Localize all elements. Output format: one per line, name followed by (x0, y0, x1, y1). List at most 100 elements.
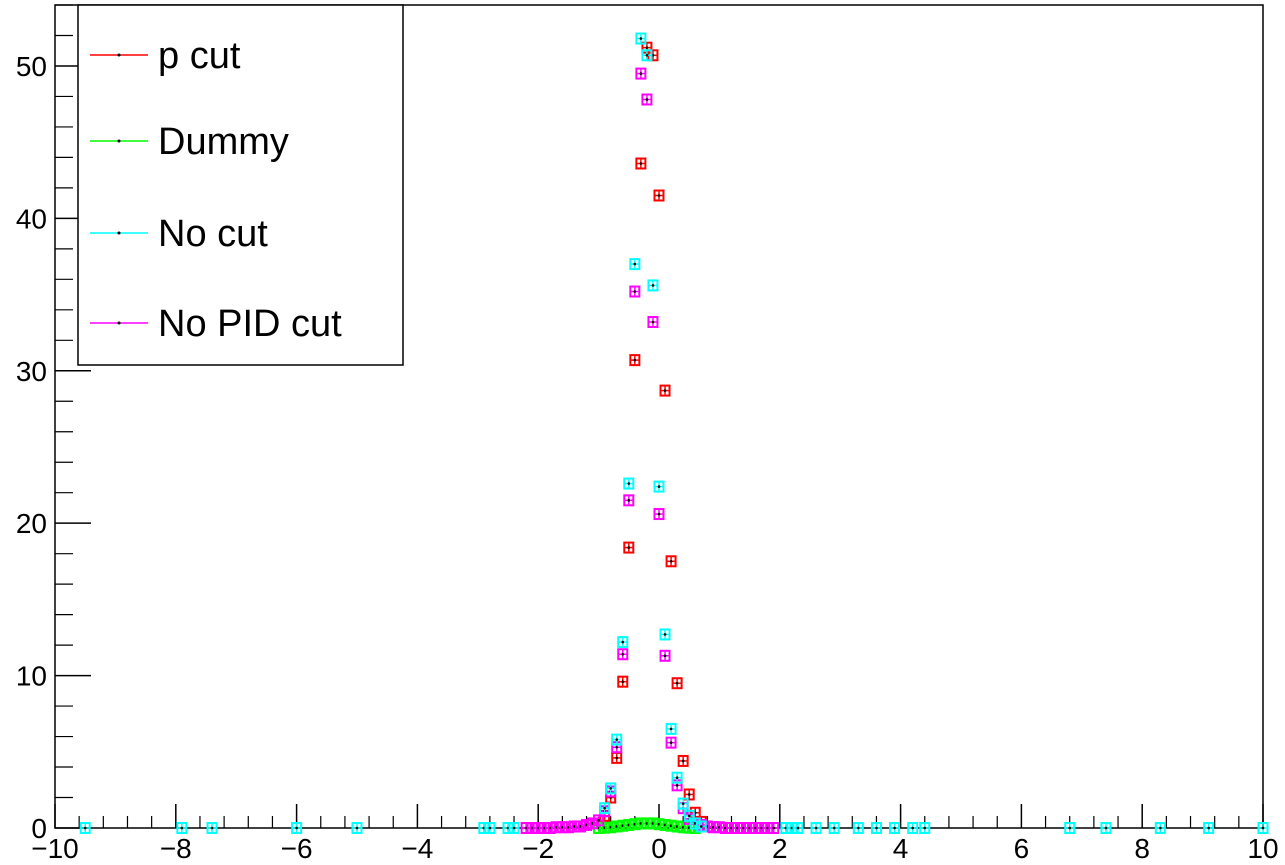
data-point (671, 820, 683, 833)
y-tick-label: 0 (31, 813, 47, 844)
data-point (635, 32, 647, 45)
data-point (647, 817, 659, 830)
marker-dot (663, 633, 667, 636)
marker-dot (355, 826, 359, 830)
legend-box (77, 4, 404, 366)
marker-dot (832, 826, 836, 830)
data-point (484, 822, 496, 834)
data-point (659, 628, 671, 641)
y-tick-label: 30 (16, 356, 47, 387)
marker-dot (657, 512, 661, 516)
marker-dot (627, 499, 631, 502)
marker-dot (663, 389, 667, 392)
data-point (647, 316, 659, 329)
marker-dot (893, 826, 896, 830)
data-point (611, 733, 623, 746)
data-point (605, 782, 617, 795)
data-point (671, 677, 683, 690)
data-point (768, 822, 780, 834)
legend-marker (117, 53, 121, 57)
data-point (611, 751, 623, 764)
marker-dot (923, 826, 927, 830)
data-point (665, 555, 677, 568)
marker-dot (633, 262, 637, 266)
data-point (1203, 822, 1215, 834)
data-point (889, 822, 901, 834)
data-point (1257, 822, 1269, 834)
marker-dot (875, 826, 878, 830)
marker-dot (675, 784, 679, 787)
marker-dot (615, 745, 619, 749)
marker-dot (681, 802, 685, 805)
legend-label: Dummy (158, 121, 289, 163)
marker-dot (687, 814, 691, 818)
data-point (870, 822, 882, 834)
marker-dot (210, 826, 214, 830)
data-point (1100, 822, 1112, 834)
marker-dot (621, 652, 625, 656)
y-tick-label: 10 (16, 661, 47, 692)
data-point (810, 822, 822, 834)
marker-dot (772, 826, 776, 830)
data-point (792, 822, 804, 834)
legend-marker (117, 321, 121, 325)
data-point (659, 649, 671, 662)
x-tick-label: 0 (651, 833, 667, 864)
marker-dot (597, 819, 600, 822)
data-point (635, 157, 647, 170)
data-point (653, 480, 665, 493)
data-point (919, 822, 931, 834)
data-point (508, 822, 520, 834)
data-point (695, 820, 707, 833)
data-point (206, 822, 218, 834)
x-tick-label: 4 (893, 833, 909, 864)
legend-entry: No cut (90, 213, 268, 255)
marker-dot (488, 826, 492, 830)
x-tick-label: 8 (1134, 833, 1150, 864)
y-tick-label: 50 (16, 51, 47, 82)
data-point (689, 817, 701, 830)
data-point (641, 49, 653, 62)
data-point (617, 648, 629, 661)
data-point (641, 93, 653, 106)
data-point (599, 802, 611, 815)
data-point (623, 541, 635, 554)
marker-dot (1159, 826, 1162, 830)
data-point (659, 384, 671, 397)
series-no-pid-cut (520, 67, 780, 834)
marker-dot (669, 727, 673, 731)
marker-dot (657, 485, 661, 488)
marker-dot (657, 194, 661, 197)
marker-dot (1068, 826, 1072, 830)
marker-dot (645, 46, 649, 49)
data-point (635, 67, 647, 80)
marker-dot (621, 680, 625, 683)
marker-dot (83, 826, 87, 830)
legend-label: No PID cut (158, 303, 342, 345)
data-point (671, 771, 683, 784)
data-point (562, 821, 574, 834)
data-point (683, 809, 695, 822)
marker-dot (639, 37, 643, 40)
marker-dot (699, 825, 703, 828)
data-point (677, 754, 689, 767)
data-point (629, 258, 641, 271)
x-tick-label: −2 (522, 833, 554, 864)
marker-dot (609, 787, 612, 790)
marker-dot (651, 284, 655, 287)
x-tick-label: 2 (772, 833, 788, 864)
marker-dot (615, 738, 619, 741)
y-tick-label: 40 (16, 203, 47, 234)
marker-dot (663, 654, 667, 658)
marker-dot (180, 826, 184, 830)
data-point (683, 788, 695, 801)
data-point (852, 822, 864, 834)
y-tick-label: 20 (16, 508, 47, 539)
marker-dot (681, 759, 685, 763)
x-tick-label: −4 (401, 833, 433, 864)
data-point (907, 822, 919, 834)
marker-dot (1207, 826, 1210, 830)
data-point (647, 279, 659, 292)
marker-dot (512, 826, 516, 830)
